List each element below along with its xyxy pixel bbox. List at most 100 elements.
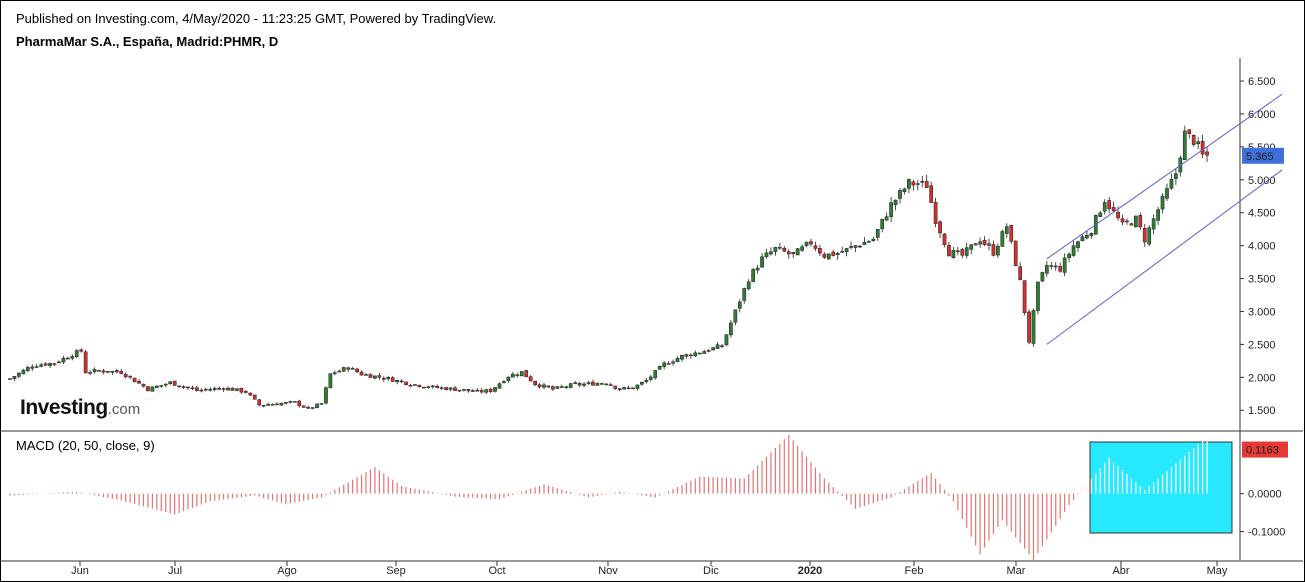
candle-down bbox=[83, 351, 88, 374]
candle-down bbox=[1191, 135, 1196, 145]
candle-down bbox=[982, 239, 987, 245]
candle-up bbox=[644, 380, 649, 382]
candle-up bbox=[635, 384, 640, 389]
candle-down bbox=[1129, 223, 1134, 226]
candle-up bbox=[17, 372, 21, 377]
candle-up bbox=[70, 356, 75, 359]
candle-up bbox=[1169, 179, 1174, 189]
candle-down bbox=[275, 403, 279, 406]
candle-up bbox=[773, 247, 778, 252]
candle-up bbox=[199, 389, 204, 392]
candle-down bbox=[203, 388, 208, 391]
candle-up bbox=[12, 375, 17, 379]
candle-up bbox=[956, 250, 960, 253]
candle-down bbox=[1022, 280, 1027, 313]
candle-up bbox=[292, 401, 297, 403]
candle-down bbox=[1111, 207, 1116, 212]
candle-up bbox=[159, 385, 164, 387]
candle-up bbox=[653, 370, 658, 379]
price-tick-label: 2.000 bbox=[1248, 372, 1276, 384]
candle-up bbox=[74, 350, 79, 358]
last-price-value: 5.365 bbox=[1246, 151, 1274, 163]
candle-up bbox=[324, 387, 328, 404]
month-tick-label: Mar bbox=[1007, 565, 1026, 577]
candle-down bbox=[466, 389, 471, 392]
candle-up bbox=[1000, 231, 1005, 247]
candle-up bbox=[604, 383, 609, 386]
candle-up bbox=[1151, 218, 1156, 230]
candle-up bbox=[315, 403, 319, 408]
candle-down bbox=[390, 377, 395, 382]
candle-up bbox=[764, 252, 769, 258]
macd-highlight-box bbox=[1089, 441, 1233, 534]
candle-down bbox=[123, 374, 128, 378]
candle-down bbox=[195, 387, 199, 391]
macd-tick-label: -0.1000 bbox=[1248, 527, 1285, 539]
candle-up bbox=[697, 352, 702, 355]
candle-down bbox=[831, 251, 836, 256]
candle-up bbox=[1067, 253, 1071, 259]
candle-down bbox=[942, 233, 947, 245]
candle-down bbox=[217, 388, 222, 390]
candle-up bbox=[702, 351, 707, 354]
candle-down bbox=[453, 387, 457, 391]
last-price-badge bbox=[1242, 147, 1284, 164]
candle-up bbox=[1089, 232, 1094, 237]
candle-up bbox=[871, 239, 876, 241]
candle-down bbox=[573, 382, 577, 384]
candle-down bbox=[591, 381, 595, 386]
candle-down bbox=[190, 387, 195, 390]
candle-down bbox=[1009, 225, 1014, 242]
candle-down bbox=[306, 406, 310, 409]
candle-down bbox=[689, 354, 693, 357]
candle-up bbox=[515, 374, 520, 377]
candle-up bbox=[350, 368, 355, 370]
candle-down bbox=[973, 243, 978, 246]
month-tick-label: Oct bbox=[488, 565, 505, 577]
candle-down bbox=[488, 388, 493, 392]
candle-up bbox=[1004, 226, 1009, 234]
candle-down bbox=[186, 386, 190, 389]
candle-down bbox=[377, 375, 382, 378]
candle-up bbox=[853, 245, 858, 248]
candle-up bbox=[457, 389, 462, 392]
candle-up bbox=[155, 385, 159, 388]
candle-down bbox=[1116, 211, 1120, 219]
candle-up bbox=[1080, 236, 1085, 242]
candle-up bbox=[1031, 310, 1036, 344]
price-tick-label: 4.500 bbox=[1248, 208, 1276, 220]
candle-down bbox=[813, 245, 818, 249]
candle-up bbox=[1053, 265, 1058, 268]
candle-down bbox=[301, 405, 306, 408]
candle-down bbox=[1120, 218, 1125, 223]
candle-down bbox=[617, 388, 622, 391]
candle-up bbox=[778, 247, 782, 249]
candle-down bbox=[368, 374, 373, 378]
candle-up bbox=[1156, 209, 1160, 221]
candle-down bbox=[172, 380, 177, 386]
candle-up bbox=[600, 383, 604, 385]
candle-up bbox=[737, 301, 742, 309]
candle-up bbox=[168, 381, 173, 385]
candle-up bbox=[875, 229, 880, 238]
candle-up bbox=[484, 389, 488, 393]
candle-down bbox=[991, 244, 996, 256]
candle-down bbox=[1013, 240, 1018, 266]
candle-up bbox=[266, 404, 270, 406]
candle-up bbox=[212, 387, 217, 390]
candle-up bbox=[662, 362, 666, 367]
candle-up bbox=[626, 387, 631, 390]
candle-up bbox=[755, 267, 760, 271]
candle-down bbox=[128, 375, 133, 378]
month-tick-label: Feb bbox=[905, 565, 924, 577]
candle-down bbox=[1125, 220, 1129, 223]
candle-up bbox=[279, 402, 284, 406]
candle-down bbox=[987, 243, 991, 246]
candle-up bbox=[337, 370, 342, 373]
candle-up bbox=[978, 241, 982, 245]
candle-up bbox=[724, 334, 729, 346]
candle-down bbox=[137, 381, 141, 384]
candle-down bbox=[577, 383, 582, 386]
candle-up bbox=[1098, 212, 1103, 217]
